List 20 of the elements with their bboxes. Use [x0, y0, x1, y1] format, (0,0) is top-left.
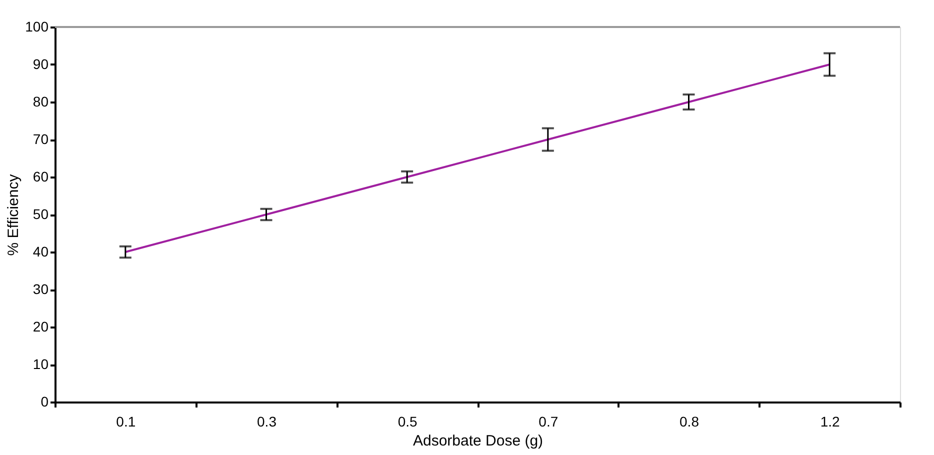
- y-tick-label: 80: [32, 94, 49, 110]
- y-tick-label: 100: [25, 18, 49, 34]
- x-tick-label: 0.8: [680, 414, 700, 430]
- x-tick-label: 0.3: [257, 414, 277, 430]
- y-tick-label: 50: [32, 206, 49, 222]
- y-tick-label: 20: [32, 318, 49, 334]
- y-tick-label: 60: [32, 168, 49, 184]
- x-tick-label: 0.1: [116, 414, 136, 430]
- y-tick-label: 30: [32, 281, 49, 297]
- x-tick-label: 1.2: [820, 414, 840, 430]
- y-tick-label: 90: [32, 56, 49, 72]
- x-tick-label: 0.7: [538, 414, 558, 430]
- x-axis-title: Adsorbate Dose (g): [412, 432, 544, 450]
- y-tick-label: 70: [32, 131, 49, 147]
- y-axis-title: % Efficiency: [5, 174, 22, 256]
- line-series: [124, 64, 831, 253]
- y-tick-label: 10: [32, 356, 49, 372]
- y-tick-label: 40: [32, 244, 49, 260]
- x-tick-label: 0.5: [398, 414, 418, 430]
- y-tick-label: 0: [40, 394, 49, 410]
